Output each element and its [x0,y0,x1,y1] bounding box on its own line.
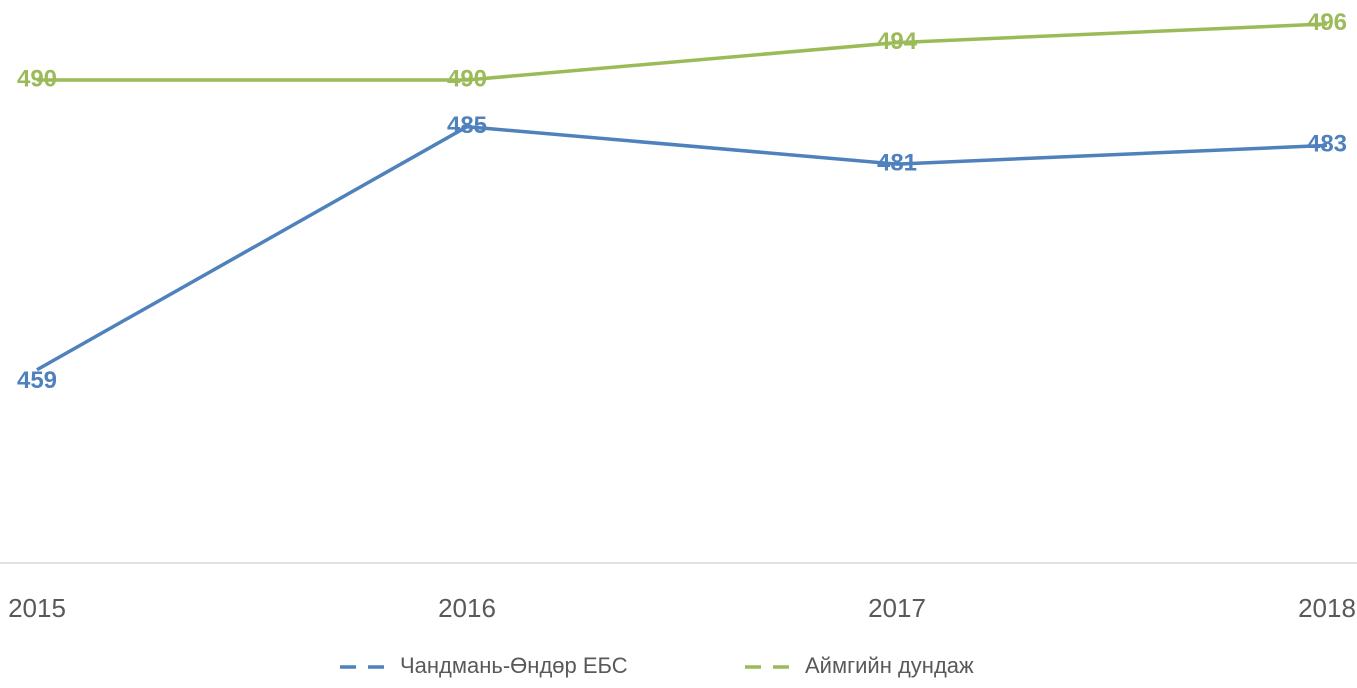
x-tick-label: 2015 [8,593,66,623]
x-tick-label: 2017 [868,593,926,623]
legend-label: Аймгийн дундаж [805,653,974,678]
data-label: 481 [877,149,917,176]
series-line [37,22,1328,82]
data-label: 483 [1307,131,1347,158]
data-label: 490 [17,65,57,92]
data-label: 490 [447,65,487,92]
data-label: 496 [1307,9,1347,36]
data-label: 494 [877,28,918,55]
x-tick-label: 2018 [1298,593,1356,623]
data-label: 459 [17,367,57,394]
series-line [36,124,1328,372]
legend-label: Чандмань-Өндөр ЕБС [400,653,628,678]
x-tick-label: 2016 [438,593,496,623]
data-label: 485 [447,112,487,139]
